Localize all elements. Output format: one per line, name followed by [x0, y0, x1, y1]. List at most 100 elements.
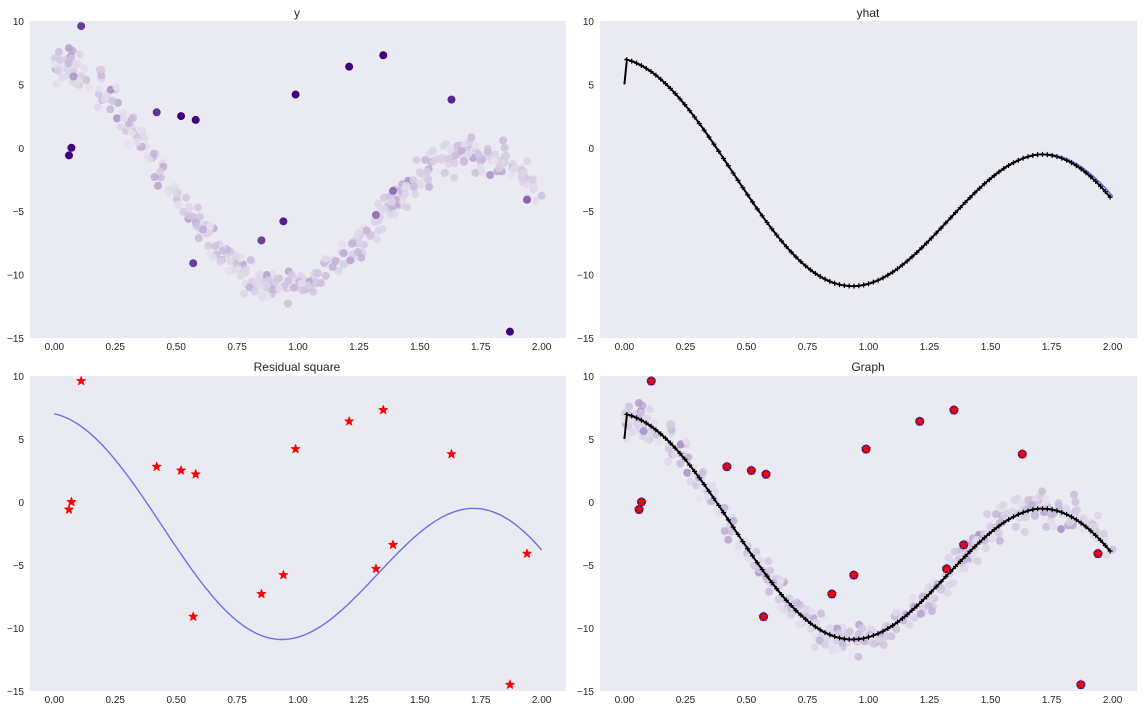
predicted-marker	[986, 531, 992, 537]
data-point	[518, 168, 527, 177]
x-tick-label: 0.75	[227, 695, 247, 706]
data-point	[710, 487, 719, 496]
data-point	[1069, 490, 1078, 499]
data-point	[150, 173, 159, 182]
predicted-marker	[667, 85, 673, 91]
data-point	[425, 182, 434, 191]
predicted-marker	[1049, 507, 1055, 513]
predicted-marker	[696, 475, 702, 481]
predicted-marker	[875, 631, 881, 637]
outlier-star	[66, 496, 77, 507]
data-point	[1065, 518, 1074, 527]
predicted-marker	[721, 155, 727, 161]
data-point	[500, 143, 509, 152]
predicted-marker	[938, 225, 944, 231]
y-tick-label: −10	[577, 624, 594, 635]
data-point	[1000, 511, 1009, 520]
x-tick-label: 1.25	[920, 342, 940, 353]
data-point	[258, 293, 267, 302]
data-point	[892, 625, 901, 634]
outlier-star	[760, 468, 772, 479]
panel-yhat: yhat 0.00 0.25 0.50 0.75 1.00 1.25 1.50 1.75 2.0…	[577, 6, 1137, 353]
predicted-marker	[957, 205, 963, 211]
predicted-marker	[706, 134, 712, 140]
y-tick-label: −5	[583, 207, 595, 218]
outlier-star	[521, 547, 533, 559]
data-point	[328, 263, 337, 272]
predicted-marker	[716, 502, 722, 508]
outlier-star	[75, 376, 87, 386]
data-point	[194, 203, 203, 212]
predicted-marker	[972, 190, 978, 196]
predicted-marker	[885, 272, 891, 278]
outlier-star	[860, 443, 872, 454]
y-tick-label: −5	[13, 207, 25, 218]
data-point	[817, 609, 826, 618]
data-point	[476, 163, 485, 172]
data-point	[776, 575, 785, 584]
x-tick-label: 1.50	[981, 695, 1001, 706]
data-point	[54, 67, 63, 76]
predicted-marker	[692, 468, 698, 474]
predicted-marker	[1064, 511, 1070, 517]
outlier-star	[187, 610, 199, 622]
data-point	[379, 193, 388, 202]
plot-area: 0.00 0.25 0.50 0.75 1.00 1.25 1.50 1.75 2.00 10 5 0…	[7, 17, 566, 353]
outlier-star	[504, 678, 516, 690]
x-tick-label: 0.25	[676, 342, 696, 353]
predicted-marker	[682, 456, 688, 462]
predicted-marker	[1102, 542, 1108, 548]
data-point	[510, 163, 519, 172]
outlier-star	[721, 460, 733, 472]
data-point	[724, 535, 733, 544]
predicted-marker	[967, 195, 973, 201]
x-tick-label: 0.25	[106, 342, 126, 353]
predicted-marker	[827, 632, 833, 638]
outlier-star	[958, 539, 970, 550]
data-point	[667, 420, 676, 429]
predicted-marker	[856, 636, 862, 642]
data-point	[489, 156, 498, 165]
predicted-marker	[677, 450, 683, 456]
predicted-marker	[692, 114, 698, 120]
x-tick-label: 1.50	[410, 695, 430, 706]
data-point	[198, 225, 207, 234]
plot-marks	[50, 22, 546, 336]
predicted-marker	[957, 558, 963, 564]
predicted-marker	[788, 603, 794, 609]
data-point	[346, 256, 355, 265]
outlier-point	[505, 327, 514, 336]
data-point	[1038, 487, 1047, 496]
data-point	[84, 83, 93, 92]
data-point	[752, 547, 761, 556]
predicted-marker	[996, 169, 1002, 175]
data-point	[639, 427, 648, 436]
x-tick-label: 1.25	[349, 342, 369, 353]
predicted-marker	[672, 445, 678, 451]
data-point	[112, 82, 121, 91]
data-point	[119, 108, 128, 117]
predicted-marker	[759, 567, 765, 573]
x-tick-label: 1.75	[1042, 695, 1062, 706]
outlier-star	[1016, 448, 1028, 459]
predicted-marker	[730, 170, 736, 176]
data-point	[683, 468, 692, 477]
predicted-marker	[909, 254, 915, 260]
outlier-point	[64, 151, 73, 160]
predicted-marker	[919, 245, 925, 251]
data-point	[423, 167, 432, 176]
y-tick-label: −15	[577, 334, 594, 345]
data-point	[779, 606, 788, 615]
data-point	[774, 595, 783, 604]
predicted-marker	[706, 488, 712, 494]
data-point	[451, 151, 460, 160]
data-point	[181, 193, 190, 202]
data-point	[298, 286, 307, 295]
predicted-marker	[788, 249, 794, 255]
predicted-marker	[793, 254, 799, 260]
data-point	[891, 608, 900, 617]
data-point	[362, 226, 371, 235]
data-point	[240, 289, 249, 298]
predicted-marker	[841, 283, 847, 289]
data-point	[643, 414, 652, 423]
